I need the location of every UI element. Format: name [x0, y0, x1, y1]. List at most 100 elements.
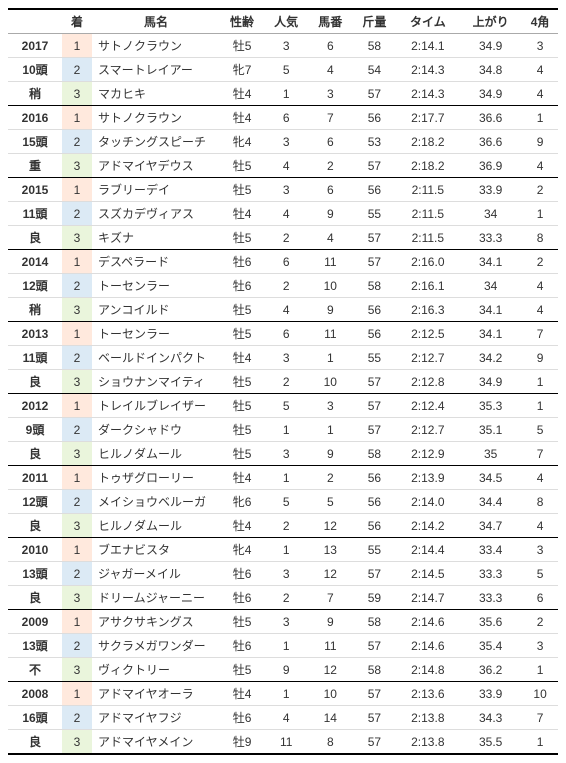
cell: 56	[352, 514, 396, 538]
cell: 2:11.5	[397, 202, 460, 226]
cell: 1	[522, 394, 558, 418]
cell: 2	[62, 130, 92, 154]
cell: 3	[62, 658, 92, 682]
col-header: タイム	[397, 9, 460, 34]
cell: 3	[62, 154, 92, 178]
cell: 3	[264, 34, 308, 58]
cell: 2	[62, 490, 92, 514]
cell: 2:13.6	[397, 682, 460, 706]
cell: 1	[62, 178, 92, 202]
cell: 57	[352, 394, 396, 418]
cell: 10	[308, 370, 352, 394]
cell: 牝7	[220, 58, 264, 82]
table-row: 20111トゥザグローリー牡412562:13.934.54	[8, 466, 558, 490]
cell: 牡6	[220, 250, 264, 274]
table-row: 良3ヒルノダムール牡4212562:14.234.74	[8, 514, 558, 538]
cell: 34.8	[459, 58, 522, 82]
cell: 2009	[8, 610, 62, 634]
cell: トーセンラー	[92, 322, 220, 346]
cell: 4	[522, 58, 558, 82]
cell: 牡6	[220, 586, 264, 610]
cell: 35.1	[459, 418, 522, 442]
cell: 10	[308, 274, 352, 298]
cell: 2008	[8, 682, 62, 706]
cell: 2:12.5	[397, 322, 460, 346]
results-table: 着馬名性齢人気馬番斤量タイム上がり4角20171サトノクラウン牡536582:1…	[8, 8, 558, 755]
cell: 56	[352, 178, 396, 202]
cell: トーセンラー	[92, 274, 220, 298]
cell: 2:14.3	[397, 58, 460, 82]
cell: 1	[264, 682, 308, 706]
cell: 8	[308, 730, 352, 755]
table-row: 良3ショウナンマイティ牡5210572:12.834.91	[8, 370, 558, 394]
cell: 牡5	[220, 226, 264, 250]
cell: 2012	[8, 394, 62, 418]
cell: 33.3	[459, 226, 522, 250]
table-row: 不3ヴィクトリー牡5912582:14.836.21	[8, 658, 558, 682]
cell: 9	[308, 298, 352, 322]
cell: ジャガーメイル	[92, 562, 220, 586]
table-row: 重3アドマイヤデウス牡542572:18.236.94	[8, 154, 558, 178]
cell: 1	[62, 610, 92, 634]
cell: 良	[8, 730, 62, 755]
cell: 33.4	[459, 538, 522, 562]
cell: 2:14.6	[397, 610, 460, 634]
cell: 5	[264, 490, 308, 514]
cell: 2:12.4	[397, 394, 460, 418]
table-row: 20151ラブリーデイ牡536562:11.533.92	[8, 178, 558, 202]
cell: アドマイヤオーラ	[92, 682, 220, 706]
cell: 2:12.8	[397, 370, 460, 394]
cell: 55	[352, 538, 396, 562]
cell: 13	[308, 538, 352, 562]
cell: 12	[308, 514, 352, 538]
cell: 4	[522, 82, 558, 106]
cell: 2:12.7	[397, 346, 460, 370]
cell: サトノクラウン	[92, 106, 220, 130]
cell: 6	[264, 322, 308, 346]
cell: 2	[264, 274, 308, 298]
cell: 良	[8, 514, 62, 538]
cell: 2	[264, 370, 308, 394]
cell: 3	[62, 730, 92, 755]
cell: 11	[308, 322, 352, 346]
cell: 牡5	[220, 178, 264, 202]
cell: 1	[62, 394, 92, 418]
cell: 9頭	[8, 418, 62, 442]
table-row: 良3ドリームジャーニー牡627592:14.733.36	[8, 586, 558, 610]
table-row: 稍3アンコイルド牡549562:16.334.14	[8, 298, 558, 322]
cell: 10	[308, 682, 352, 706]
cell: 11頭	[8, 346, 62, 370]
cell: 57	[352, 370, 396, 394]
cell: 34.1	[459, 322, 522, 346]
cell: 2	[522, 250, 558, 274]
cell: 2:13.9	[397, 466, 460, 490]
cell: ブエナビスタ	[92, 538, 220, 562]
cell: スマートレイアー	[92, 58, 220, 82]
cell: 牡6	[220, 562, 264, 586]
cell: 重	[8, 154, 62, 178]
cell: 57	[352, 154, 396, 178]
table-row: 13頭2サクラメガワンダー牡6111572:14.635.43	[8, 634, 558, 658]
cell: 57	[352, 250, 396, 274]
cell: サクラメガワンダー	[92, 634, 220, 658]
cell: 牡5	[220, 154, 264, 178]
cell: 7	[308, 106, 352, 130]
cell: 1	[264, 634, 308, 658]
cell: 2	[308, 154, 352, 178]
cell: キズナ	[92, 226, 220, 250]
cell: 2:14.0	[397, 490, 460, 514]
cell: 牡4	[220, 682, 264, 706]
col-header: 性齢	[220, 9, 264, 34]
cell: 牡4	[220, 514, 264, 538]
cell: 34.3	[459, 706, 522, 730]
cell: デスペラード	[92, 250, 220, 274]
cell: 2013	[8, 322, 62, 346]
cell: 1	[62, 322, 92, 346]
col-header	[8, 9, 62, 34]
cell: 良	[8, 226, 62, 250]
cell: 4	[522, 154, 558, 178]
cell: 1	[62, 538, 92, 562]
cell: 牝4	[220, 130, 264, 154]
cell: 57	[352, 562, 396, 586]
cell: 牡5	[220, 610, 264, 634]
